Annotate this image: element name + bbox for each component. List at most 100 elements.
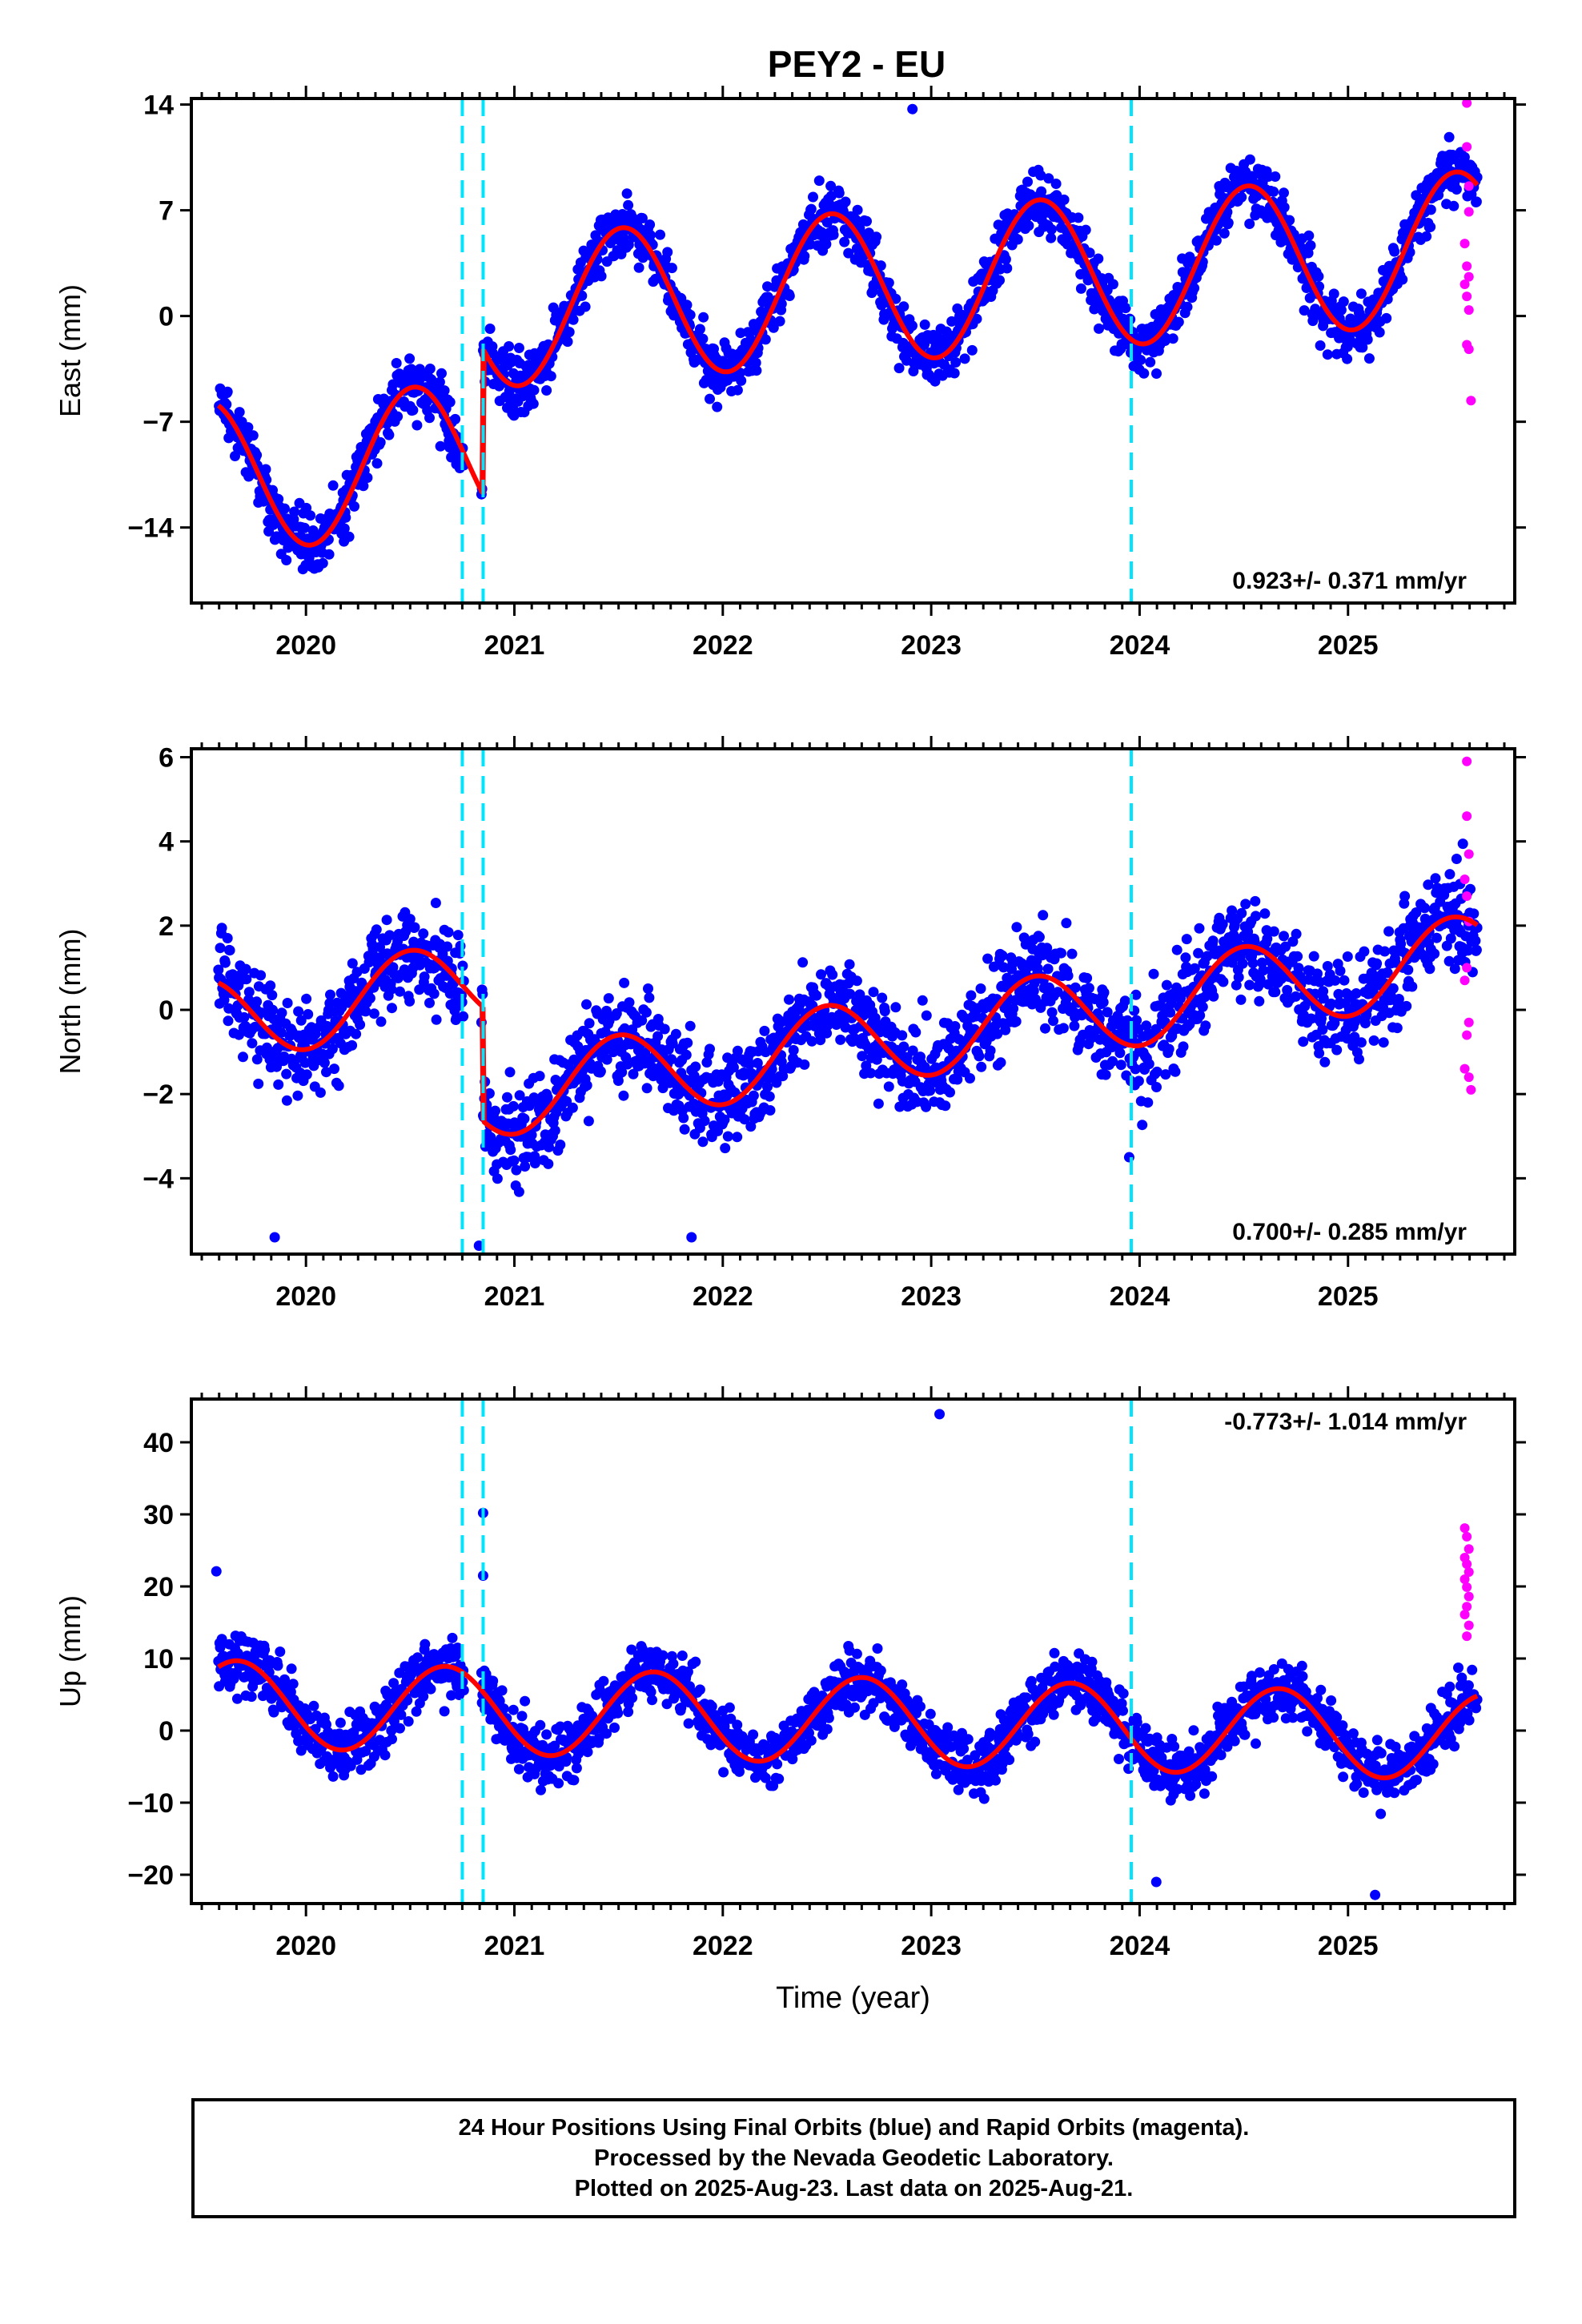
north-point [1471, 944, 1482, 955]
up-point [215, 1642, 226, 1653]
north-point [1165, 1007, 1176, 1018]
north-point [827, 969, 838, 980]
east-point [1058, 194, 1070, 205]
north-point [443, 927, 454, 938]
east-point [768, 322, 779, 333]
up-point [601, 1728, 612, 1739]
up-point [568, 1775, 580, 1786]
east-point [840, 196, 851, 207]
north-ytick-label: 4 [159, 827, 174, 858]
north-point [455, 940, 466, 951]
north-point [764, 1091, 775, 1102]
east-point [821, 239, 832, 250]
north-point [739, 1114, 750, 1125]
north-point [526, 1129, 537, 1140]
north-point [1247, 958, 1259, 969]
east-point [1084, 247, 1095, 259]
east-ylabel: East (mm) [54, 284, 86, 417]
east-point [221, 399, 232, 410]
north-point [760, 1047, 771, 1058]
north-point [431, 1014, 442, 1025]
north-point [1131, 1015, 1142, 1026]
north-point [281, 1068, 292, 1080]
up-final-orbit-points [211, 1409, 1483, 1900]
east-point [712, 401, 723, 412]
north-point [1457, 838, 1468, 850]
east-point [861, 215, 872, 227]
east-xtick-label: 2024 [1110, 630, 1170, 661]
east-point [327, 480, 339, 491]
north-point [871, 1054, 882, 1065]
north-rate-label: 0.700+/- 0.285 mm/yr [1232, 1219, 1467, 1245]
east-point [1313, 271, 1324, 282]
east-point [805, 203, 817, 215]
north-point [360, 1006, 371, 1017]
north-rapid-point [1460, 975, 1470, 986]
up-point [609, 1722, 620, 1733]
north-point [854, 989, 865, 1000]
up-point [582, 1747, 593, 1758]
east-point [1046, 232, 1057, 243]
north-point [1235, 994, 1247, 1005]
east-point [919, 319, 930, 330]
north-point [1082, 972, 1093, 983]
north-point [1314, 1047, 1325, 1059]
north-point [414, 984, 425, 995]
up-point [682, 1667, 693, 1677]
north-point [253, 1078, 264, 1089]
east-model-fit-line [216, 169, 1480, 548]
north-point [845, 988, 856, 999]
north-point [616, 1067, 628, 1078]
north-point [484, 1088, 495, 1099]
east-point [1327, 300, 1338, 312]
east-point [1223, 217, 1234, 228]
east-point [564, 327, 575, 338]
north-point [879, 1006, 890, 1017]
east-point [698, 312, 709, 323]
north-point [811, 990, 822, 1001]
north-point [442, 941, 453, 952]
east-point [959, 353, 970, 364]
north-point [1236, 907, 1247, 919]
north-point [457, 960, 468, 971]
north-point [1151, 1066, 1162, 1077]
east-point [528, 384, 540, 396]
east-point [1451, 184, 1462, 195]
east-point [1043, 173, 1054, 184]
north-point [267, 1004, 278, 1015]
north-point [1115, 1059, 1126, 1071]
north-point [1240, 899, 1251, 910]
east-point [729, 356, 740, 368]
east-point [971, 313, 982, 324]
up-point [388, 1678, 400, 1689]
east-point [1075, 283, 1086, 294]
up-point [683, 1718, 694, 1729]
north-point [873, 1098, 884, 1109]
north-point [1355, 1037, 1367, 1048]
north-xtick-label: 2024 [1110, 1281, 1170, 1312]
north-point [1431, 932, 1442, 943]
north-xtick-label: 2021 [484, 1281, 545, 1312]
east-point [898, 301, 909, 312]
east-point [299, 522, 310, 533]
north-point [549, 1125, 560, 1136]
north-point [1148, 968, 1159, 979]
north-point [1335, 965, 1346, 976]
north-point [299, 1057, 311, 1068]
east-point [1362, 334, 1373, 345]
north-point [519, 1113, 530, 1124]
north-point [917, 995, 928, 1006]
up-point [553, 1778, 564, 1789]
north-point [998, 962, 1009, 973]
north-outlier-point [269, 1232, 280, 1243]
north-point [243, 987, 255, 998]
north-point [1038, 910, 1049, 921]
north-point [1258, 965, 1269, 976]
north-point [765, 1105, 776, 1116]
north-point [752, 1058, 763, 1068]
north-point [681, 1049, 692, 1060]
north-point [583, 1116, 594, 1127]
north-point [985, 1045, 996, 1056]
north-ytick-label: 0 [159, 995, 174, 1026]
